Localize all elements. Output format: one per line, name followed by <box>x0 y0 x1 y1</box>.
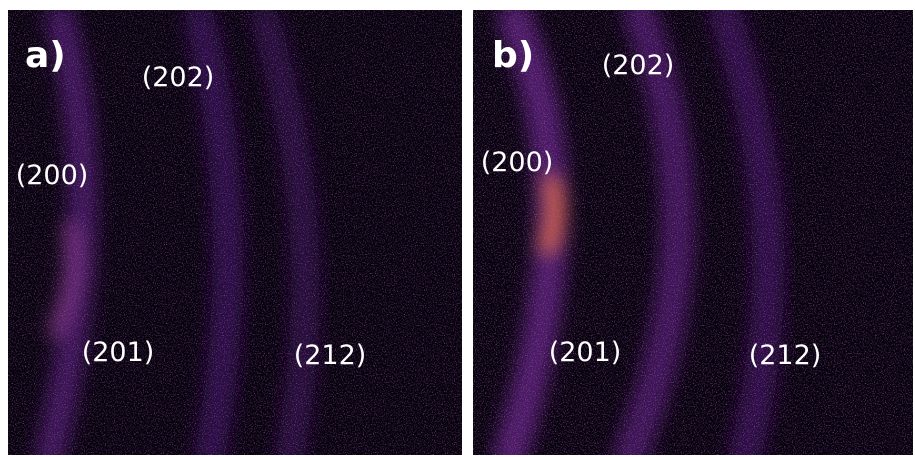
peak-label: (200) <box>16 160 89 191</box>
peak-label: (212) <box>749 340 822 371</box>
peak-label: (202) <box>602 50 675 81</box>
peak-label: (212) <box>294 340 367 371</box>
peak-label: (201) <box>82 337 155 368</box>
peak-label: (201) <box>549 337 622 368</box>
panel-label: b) <box>492 35 534 76</box>
panel-a: a) (202) (200) (201) (212) <box>8 10 462 455</box>
peak-label: (202) <box>142 62 215 93</box>
panel-b: b) (202) (200) (201) (212) <box>473 10 913 455</box>
speckle-noise <box>8 10 462 455</box>
panel-label: a) <box>25 35 66 76</box>
speckle-noise <box>473 10 913 455</box>
peak-label: (200) <box>481 147 554 178</box>
